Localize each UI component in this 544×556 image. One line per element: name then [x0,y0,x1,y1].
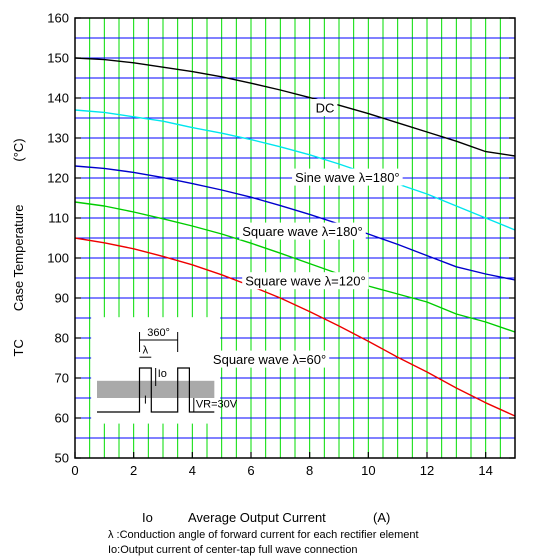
y-tick-label: 50 [55,451,69,466]
y-tick-label: 120 [47,171,69,186]
y-tick-label: 130 [47,131,69,146]
curve-label-background [292,168,403,186]
output-current-note: Io:Output current of center-tap full wav… [108,544,357,556]
series-group [74,57,516,417]
series-line-1 [74,57,516,157]
y-axis-symbol: TC [11,339,26,356]
inset-lambda-label: λ [143,345,149,357]
curve-label-3: Square wave λ=180° [239,222,366,240]
waveform-inset: 360° λ Io VR=30V [91,317,238,424]
inset-io-label: Io [158,368,167,380]
axis-ticks: 0 2 4 6 8 10 12 14 50 60 70 80 90 100 110 120 130 140 150 1… [47,11,515,478]
inset-angle-label: 360° [147,327,170,339]
y-axis-label: TC Case Temperature (°C) [11,138,26,356]
curve-label-4: Square wave λ=120° [242,272,369,290]
curve-label-background [242,272,369,290]
curve-label-text: Square wave λ=60° [213,352,326,367]
curve-label-text: Sine wave λ=180° [295,170,400,185]
x-axis-unit: (A) [373,510,390,525]
y-tick-label: 140 [47,91,69,106]
curve-label-background [312,99,338,116]
x-tick-label: 10 [361,463,375,478]
x-tick-label: 12 [420,463,434,478]
curve-label-text: Square wave λ=180° [242,224,362,239]
x-tick-label: 4 [189,463,196,478]
y-tick-label: 80 [55,331,69,346]
x-axis-symbol: Io [142,510,153,525]
y-tick-label: 90 [55,291,69,306]
y-tick-label: 160 [47,11,69,26]
curve-label-1: DC [312,99,338,116]
y-tick-label: 150 [47,51,69,66]
series-line-3 [74,165,516,281]
conduction-angle-note: λ :Conduction angle of forward current f… [108,529,419,541]
x-tick-label: 6 [247,463,254,478]
x-tick-label: 2 [130,463,137,478]
curve-label-2: Sine wave λ=180° [292,168,403,186]
x-tick-label: 14 [478,463,492,478]
inset-waveform [97,367,215,413]
annotations: DC Sine wave λ=180° Square wave λ=180° Squa… [209,99,403,368]
curve-label-5: Square wave λ=60° [209,350,330,368]
series-line-5 [74,237,516,417]
curve-label-background [239,222,366,240]
y-tick-label: 110 [48,211,69,226]
x-axis-title: Average Output Current [188,510,326,525]
y-axis-title: Case Temperature [11,204,26,311]
series-line-2 [74,109,516,231]
plot-frame [74,17,516,459]
x-tick-label: 8 [306,463,313,478]
curve-label-text: DC [316,101,335,116]
inset-band [97,380,215,398]
curve-label-text: Square wave λ=120° [245,274,365,289]
x-axis-label: Io Average Output Current (A) [142,510,390,525]
y-axis-unit: (°C) [11,138,26,161]
inset-vr-label: VR=30V [196,399,238,411]
y-tick-label: 60 [55,411,69,426]
series-line-4 [74,201,516,333]
y-tick-label: 100 [47,251,69,266]
y-tick-label: 70 [55,371,69,386]
x-tick-label: 0 [71,463,78,478]
curve-label-background [209,350,330,368]
